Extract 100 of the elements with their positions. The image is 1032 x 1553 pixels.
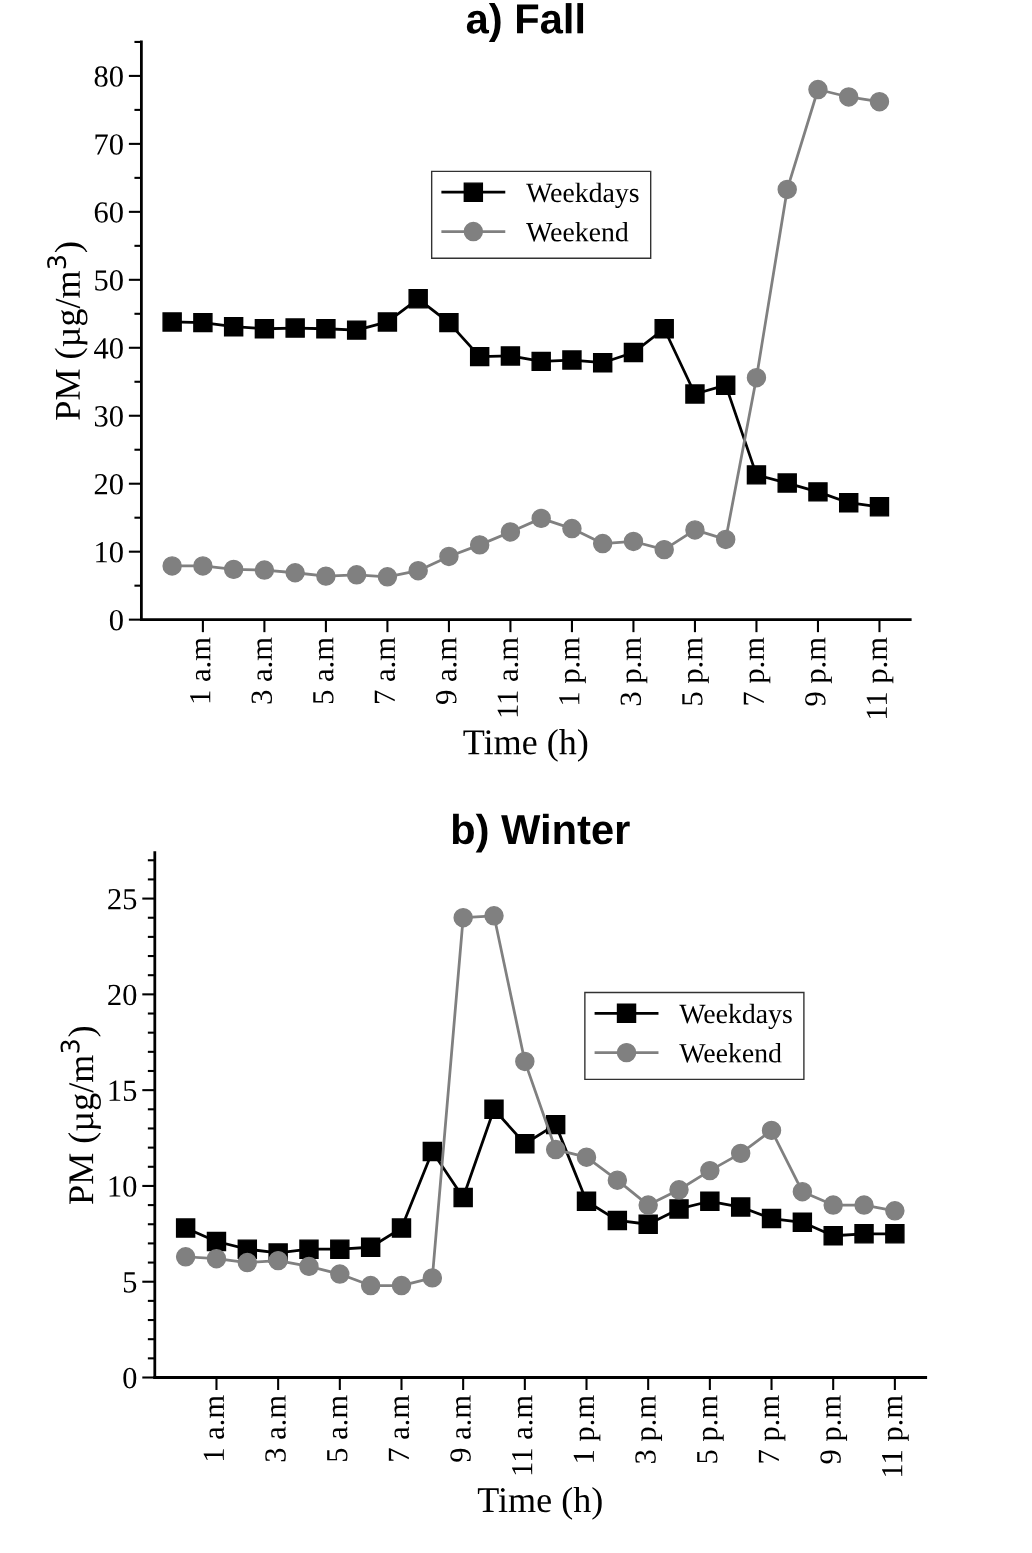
x-tick-label: 9 a.m — [450, 1395, 471, 1462]
point — [685, 520, 705, 540]
point — [838, 87, 859, 107]
point — [885, 1201, 905, 1221]
point — [654, 319, 674, 339]
point — [669, 1199, 689, 1219]
point — [607, 1210, 628, 1231]
point — [377, 312, 398, 332]
point — [346, 565, 367, 585]
point — [562, 518, 582, 539]
x-tick-label: 5 a.m — [327, 1395, 348, 1461]
point — [223, 559, 244, 580]
y-tick-label: 0 — [109, 609, 123, 631]
x-tick-label: 7 a.m — [388, 1395, 410, 1461]
x-tick-label: 11 a.m — [512, 1395, 533, 1475]
point — [330, 1239, 350, 1259]
point — [453, 908, 473, 928]
legend-label: Weekend — [526, 221, 629, 242]
x-tick-label: 11 p.m — [882, 1395, 909, 1476]
point — [391, 1218, 412, 1238]
point — [761, 1208, 782, 1229]
point — [761, 1120, 782, 1141]
point — [193, 312, 213, 333]
point — [408, 289, 428, 309]
point — [162, 556, 182, 576]
point — [730, 1143, 751, 1164]
point — [346, 320, 367, 340]
x-tick-label: 3 a.m — [251, 637, 273, 704]
point — [638, 1195, 658, 1215]
point — [838, 493, 859, 513]
y-tick-label: 25 — [108, 888, 137, 910]
y-tick-label: 30 — [94, 406, 123, 427]
x-tick-label: 9 p.m — [805, 637, 832, 706]
point — [316, 319, 336, 339]
point — [685, 384, 705, 404]
x-tick-label: 5 a.m — [313, 637, 334, 704]
point — [638, 1214, 658, 1234]
point — [500, 346, 521, 366]
y-tick-label: 5 — [123, 1272, 137, 1293]
point — [254, 319, 275, 339]
point — [531, 508, 551, 529]
point — [562, 350, 582, 370]
y-axis-title: PM (µg/m$^{3}$) — [47, 242, 88, 420]
y-tick-label: 60 — [94, 202, 123, 223]
point — [515, 1134, 535, 1154]
y-tick-label: 50 — [95, 270, 123, 291]
y-axis-title: PM (µg/m$^{3}$) — [60, 1026, 101, 1204]
point — [360, 1237, 381, 1257]
x-tick-label: 7 p.m — [743, 637, 771, 705]
legend-label: Weekdays — [679, 1003, 792, 1030]
point — [500, 522, 521, 542]
point — [854, 1224, 874, 1244]
y-tick-label: 10 — [96, 541, 123, 563]
point — [792, 1212, 813, 1233]
point — [453, 1187, 473, 1208]
point — [746, 367, 767, 388]
point — [422, 1268, 443, 1288]
point — [654, 539, 674, 560]
point — [206, 1249, 227, 1269]
point — [223, 316, 244, 337]
point — [885, 1224, 905, 1244]
point — [808, 482, 828, 502]
y-tick-label: 15 — [109, 1080, 137, 1102]
point — [299, 1239, 319, 1259]
point — [299, 1256, 319, 1277]
x-tick-label: 3 p.m — [620, 637, 648, 706]
point — [330, 1264, 350, 1284]
point — [484, 906, 504, 926]
point — [360, 1275, 381, 1296]
point — [576, 1191, 597, 1211]
x-tick-label: 9 p.m — [820, 1395, 848, 1464]
point — [746, 465, 767, 485]
x-axis-title: Time (h) — [477, 1486, 602, 1520]
point — [715, 529, 736, 550]
x-tick-label: 3 p.m — [635, 1395, 663, 1464]
x-tick-label: 3 a.m — [265, 1395, 286, 1462]
point — [623, 342, 644, 363]
point — [669, 1180, 689, 1200]
x-tick-label: 11 p.m — [866, 637, 894, 719]
point — [237, 1252, 258, 1273]
x-tick-label: 1 a.m — [203, 1395, 225, 1461]
point — [206, 1231, 227, 1252]
chart-title: a) Fall — [466, 3, 584, 42]
point — [808, 79, 828, 100]
y-tick-label: 20 — [94, 474, 123, 495]
point — [592, 353, 613, 373]
x-tick-label: 1 p.m — [573, 1395, 601, 1462]
x-tick-label: 9 a.m — [436, 637, 457, 704]
y-tick-label: 40 — [94, 338, 123, 359]
y-tick-label: 80 — [94, 66, 123, 87]
point — [623, 531, 644, 552]
point — [285, 563, 305, 583]
x-tick-label: 5 p.m — [697, 1395, 724, 1463]
point — [175, 1218, 196, 1238]
point — [730, 1197, 751, 1217]
point — [700, 1160, 720, 1181]
point — [869, 92, 890, 112]
x-tick-label: 1 p.m — [559, 637, 586, 704]
point — [439, 312, 459, 333]
x-tick-label: 7 a.m — [374, 637, 396, 703]
